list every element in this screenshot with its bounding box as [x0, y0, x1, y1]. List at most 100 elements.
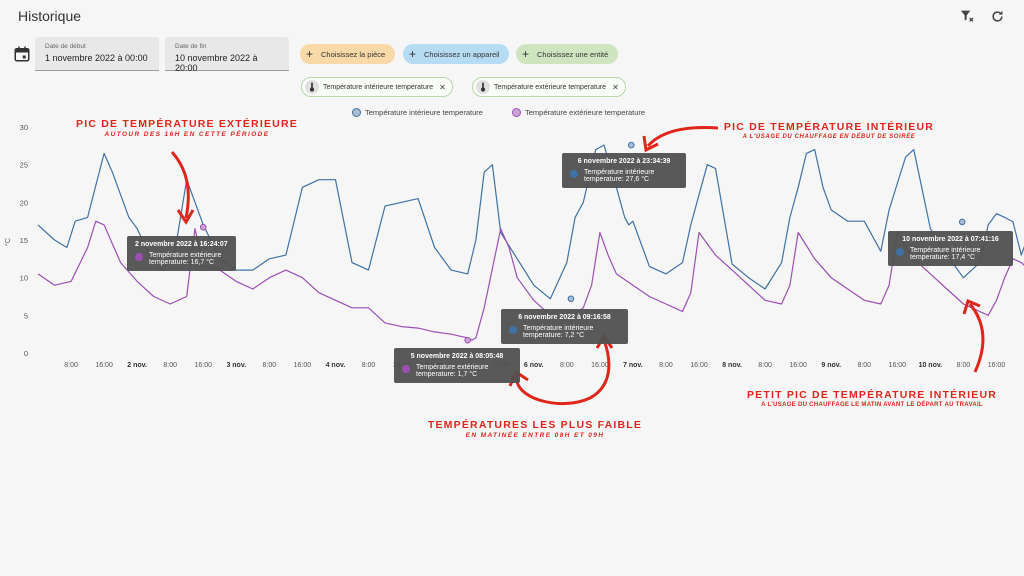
tooltip-title: 10 novembre 2022 à 07:41:16: [902, 236, 999, 243]
y-tick-label: 0: [24, 349, 28, 358]
legend-label: Température extérieure temperature: [525, 108, 646, 117]
highlighted-point[interactable]: [199, 223, 207, 231]
room-picker-button[interactable]: + Choisissez la pièce: [300, 44, 396, 64]
close-icon[interactable]: ✕: [612, 82, 619, 92]
device-picker-button[interactable]: + Choisissez un appareil: [403, 44, 510, 64]
highlighted-point[interactable]: [567, 295, 575, 303]
entity-picker-button[interactable]: + Choisissez une entité: [516, 44, 619, 64]
annotation-arrow: [968, 303, 985, 373]
x-tick-label: 2 nov.: [127, 362, 147, 369]
tooltip-value: temperature: 27,6 °C: [584, 176, 650, 183]
x-tick-label: 16:00: [194, 362, 212, 369]
annotation-arrow: [646, 126, 719, 148]
x-tick-label: 16:00: [988, 362, 1006, 369]
annotation-lowest-temps: TEMPÉRATURES LES PLUS FAIBLE EN MATINÉE …: [420, 419, 650, 439]
annotation-subtitle: A L'USAGE DU CHAUFFAGE LE MATIN AVANT LE…: [761, 402, 983, 408]
tooltip-title: 5 novembre 2022 à 08:05:48: [410, 353, 504, 360]
annotation-arrowhead: [962, 298, 981, 315]
tooltip-series: Température intérieure: [910, 247, 981, 254]
x-tick-label: 8:00: [857, 362, 871, 369]
legend-item-outdoor[interactable]: Température extérieure temperature: [512, 108, 645, 117]
y-tick-label: 30: [20, 123, 28, 132]
x-tick-label: 16:00: [789, 362, 807, 369]
entity-chip-label: Température extérieure temperature: [494, 83, 607, 91]
highlighted-point[interactable]: [464, 336, 471, 344]
entity-chip-label: Température intérieure temperature: [323, 83, 434, 91]
tooltip-swatch: [570, 170, 578, 178]
end-date-value: 10 novembre 2022 à 20:00: [175, 53, 258, 73]
start-date-value: 1 novembre 2022 à 00:00: [45, 53, 148, 63]
x-tick-label: 8:00: [659, 362, 673, 369]
x-tick-label: 10 nov.: [919, 362, 943, 369]
y-tick-label: 25: [20, 161, 28, 170]
legend-item-indoor[interactable]: Température intérieure temperature: [352, 108, 483, 117]
start-date-label: Date de début: [45, 43, 86, 50]
x-tick-label: 8:00: [758, 362, 772, 369]
tooltip-value: temperature: 7,2 °C: [523, 332, 585, 339]
x-tick-label: 9 nov.: [821, 362, 841, 369]
entity-chip-indoor[interactable]: Température intérieure temperature ✕: [301, 77, 453, 97]
x-tick-label: 16:00: [95, 362, 113, 369]
tooltip-swatch: [896, 248, 904, 256]
annotation-title: TEMPÉRATURES LES PLUS FAIBLE: [427, 419, 643, 431]
x-tick-label: 8:00: [64, 362, 78, 369]
end-date-label: Date de fin: [175, 43, 207, 50]
chart-tooltip: 6 novembre 2022 à 09:16:58 Température i…: [501, 309, 628, 344]
chart-tooltip: 2 novembre 2022 à 16:24:07 Température e…: [127, 236, 236, 271]
calendar-icon[interactable]: [13, 45, 31, 63]
annotation-outdoor-peak: PIC DE TEMPÉRATURE EXTÉRIEURE AUTOUR DES…: [72, 118, 302, 138]
tooltip-series: Température extérieure: [416, 364, 489, 371]
x-tick-label: 4 nov.: [326, 362, 346, 369]
x-tick-label: 8:00: [163, 362, 177, 369]
y-tick-label: 10: [20, 274, 28, 283]
annotation-subtitle: EN MATINÉE ENTRE 08H ET 09H: [465, 432, 605, 439]
plus-icon: +: [522, 47, 530, 61]
thermometer-icon: [305, 80, 319, 94]
plus-icon: +: [409, 47, 417, 61]
legend-swatch: [352, 108, 361, 117]
tooltip-title: 2 novembre 2022 à 16:24:07: [135, 241, 228, 248]
annotation-indoor-peak: PIC DE TEMPÉRATURE INTÉRIEUR A L'USAGE D…: [718, 121, 940, 140]
tooltip-value: temperature: 16,7 °C: [149, 259, 215, 266]
y-axis-label: °C: [4, 238, 12, 246]
device-picker-label: Choisissez un appareil: [424, 49, 500, 59]
x-tick-label: 16:00: [889, 362, 907, 369]
annotation-arrow: [515, 339, 611, 406]
entity-chip-outdoor[interactable]: Température extérieure temperature ✕: [472, 77, 626, 97]
tooltip-title: 6 novembre 2022 à 09:16:58: [518, 314, 611, 321]
x-tick-label: 7 nov.: [623, 362, 643, 369]
x-tick-label: 8:00: [362, 362, 376, 369]
tooltip-value: temperature: 1,7 °C: [416, 371, 478, 378]
tooltip-title: 6 novembre 2022 à 23:34:39: [577, 158, 671, 165]
x-tick-label: 8 nov.: [722, 362, 742, 369]
tooltip-swatch: [402, 365, 410, 373]
x-tick-label: 3 nov.: [226, 362, 246, 369]
chart-tooltip: 6 novembre 2022 à 23:34:39 Température i…: [562, 153, 686, 188]
start-date-field[interactable]: Date de début 1 novembre 2022 à 00:00: [35, 37, 159, 71]
annotation-arrowhead: [176, 209, 195, 225]
annotation-title: PETIT PIC DE TEMPÉRATURE INTÉRIEUR: [746, 389, 998, 401]
filter-remove-icon[interactable]: [957, 6, 977, 26]
close-icon[interactable]: ✕: [439, 82, 446, 92]
legend-swatch: [512, 108, 521, 117]
chart-legend: Température intérieure temperature Tempé…: [0, 108, 1024, 120]
x-tick-label: 8:00: [957, 362, 971, 369]
y-tick-label: 20: [20, 198, 28, 207]
refresh-icon[interactable]: [987, 6, 1007, 26]
plus-icon: +: [306, 47, 314, 61]
thermometer-icon: [476, 80, 490, 94]
x-tick-label: 16:00: [690, 362, 708, 369]
highlighted-point[interactable]: [627, 141, 635, 149]
legend-label: Température intérieure temperature: [365, 108, 483, 117]
annotation-subtitle: A L'USAGE DU CHAUFFAGE EN DÉBUT DE SOIRÉ…: [742, 134, 916, 140]
tooltip-series: Température extérieure: [149, 252, 222, 259]
highlighted-point[interactable]: [958, 218, 966, 226]
end-date-field[interactable]: Date de fin 10 novembre 2022 à 20:00: [165, 37, 289, 73]
page-title: Historique: [18, 8, 82, 24]
annotation-title: PIC DE TEMPÉRATURE INTÉRIEUR: [723, 121, 935, 133]
tooltip-series: Température intérieure: [523, 325, 594, 332]
annotation-arrow: [170, 151, 190, 219]
annotation-arrowhead: [642, 135, 659, 153]
room-picker-label: Choisissez la pièce: [321, 49, 386, 59]
